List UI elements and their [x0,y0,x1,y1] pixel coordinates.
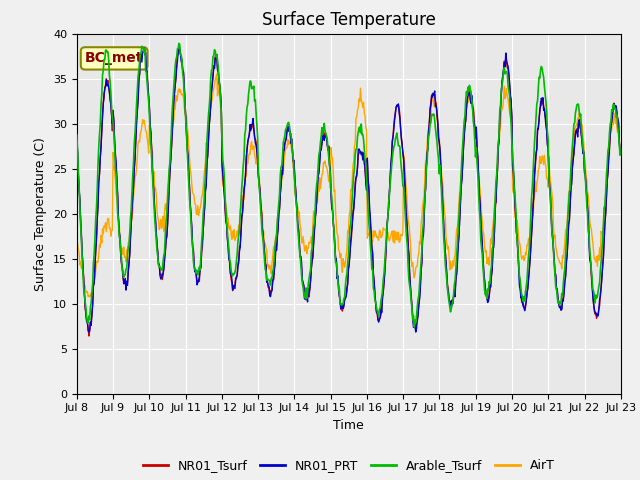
NR01_Tsurf [83,318,90,324]
AirT [140,120,147,126]
NR01_Tsurf [433,101,440,107]
Arable_Tsurf [617,145,625,151]
NR01_Tsurf [73,139,81,145]
NR01_PRT [223,236,231,242]
NR01_Tsurf [140,49,147,55]
NR01_PRT [140,45,148,51]
Line: AirT: AirT [77,74,621,297]
Arable_Tsurf [73,132,81,138]
NR01_Tsurf [617,149,625,155]
Arable_Tsurf [83,313,90,319]
Text: BC_met: BC_met [85,51,143,65]
AirT [224,215,232,221]
X-axis label: Time: Time [333,419,364,432]
AirT [73,237,81,242]
NR01_Tsurf [417,283,424,288]
AirT [617,150,625,156]
AirT [83,289,90,295]
AirT [195,213,202,218]
Title: Surface Temperature: Surface Temperature [262,11,436,29]
NR01_PRT [195,277,202,283]
Arable_Tsurf [139,45,147,50]
Line: NR01_PRT: NR01_PRT [77,48,621,332]
Line: Arable_Tsurf: Arable_Tsurf [77,43,621,327]
AirT [88,294,96,300]
Arable_Tsurf [417,271,424,276]
NR01_PRT [83,319,90,324]
Arable_Tsurf [433,132,440,138]
Legend: NR01_Tsurf, NR01_PRT, Arable_Tsurf, AirT: NR01_Tsurf, NR01_PRT, Arable_Tsurf, AirT [138,455,560,477]
Arable_Tsurf [410,324,418,330]
Arable_Tsurf [223,229,231,235]
NR01_PRT [417,287,424,293]
Y-axis label: Surface Temperature (C): Surface Temperature (C) [35,137,47,290]
AirT [417,241,424,247]
NR01_PRT [617,145,625,151]
NR01_Tsurf [224,242,232,248]
AirT [213,72,221,77]
AirT [433,100,440,106]
Line: NR01_Tsurf: NR01_Tsurf [77,48,621,336]
NR01_Tsurf [176,45,184,51]
NR01_PRT [412,329,420,335]
NR01_Tsurf [85,333,93,339]
NR01_PRT [139,49,147,55]
Arable_Tsurf [175,40,183,46]
NR01_PRT [73,141,81,147]
Arable_Tsurf [195,268,202,274]
NR01_PRT [433,103,440,108]
NR01_Tsurf [196,278,204,284]
